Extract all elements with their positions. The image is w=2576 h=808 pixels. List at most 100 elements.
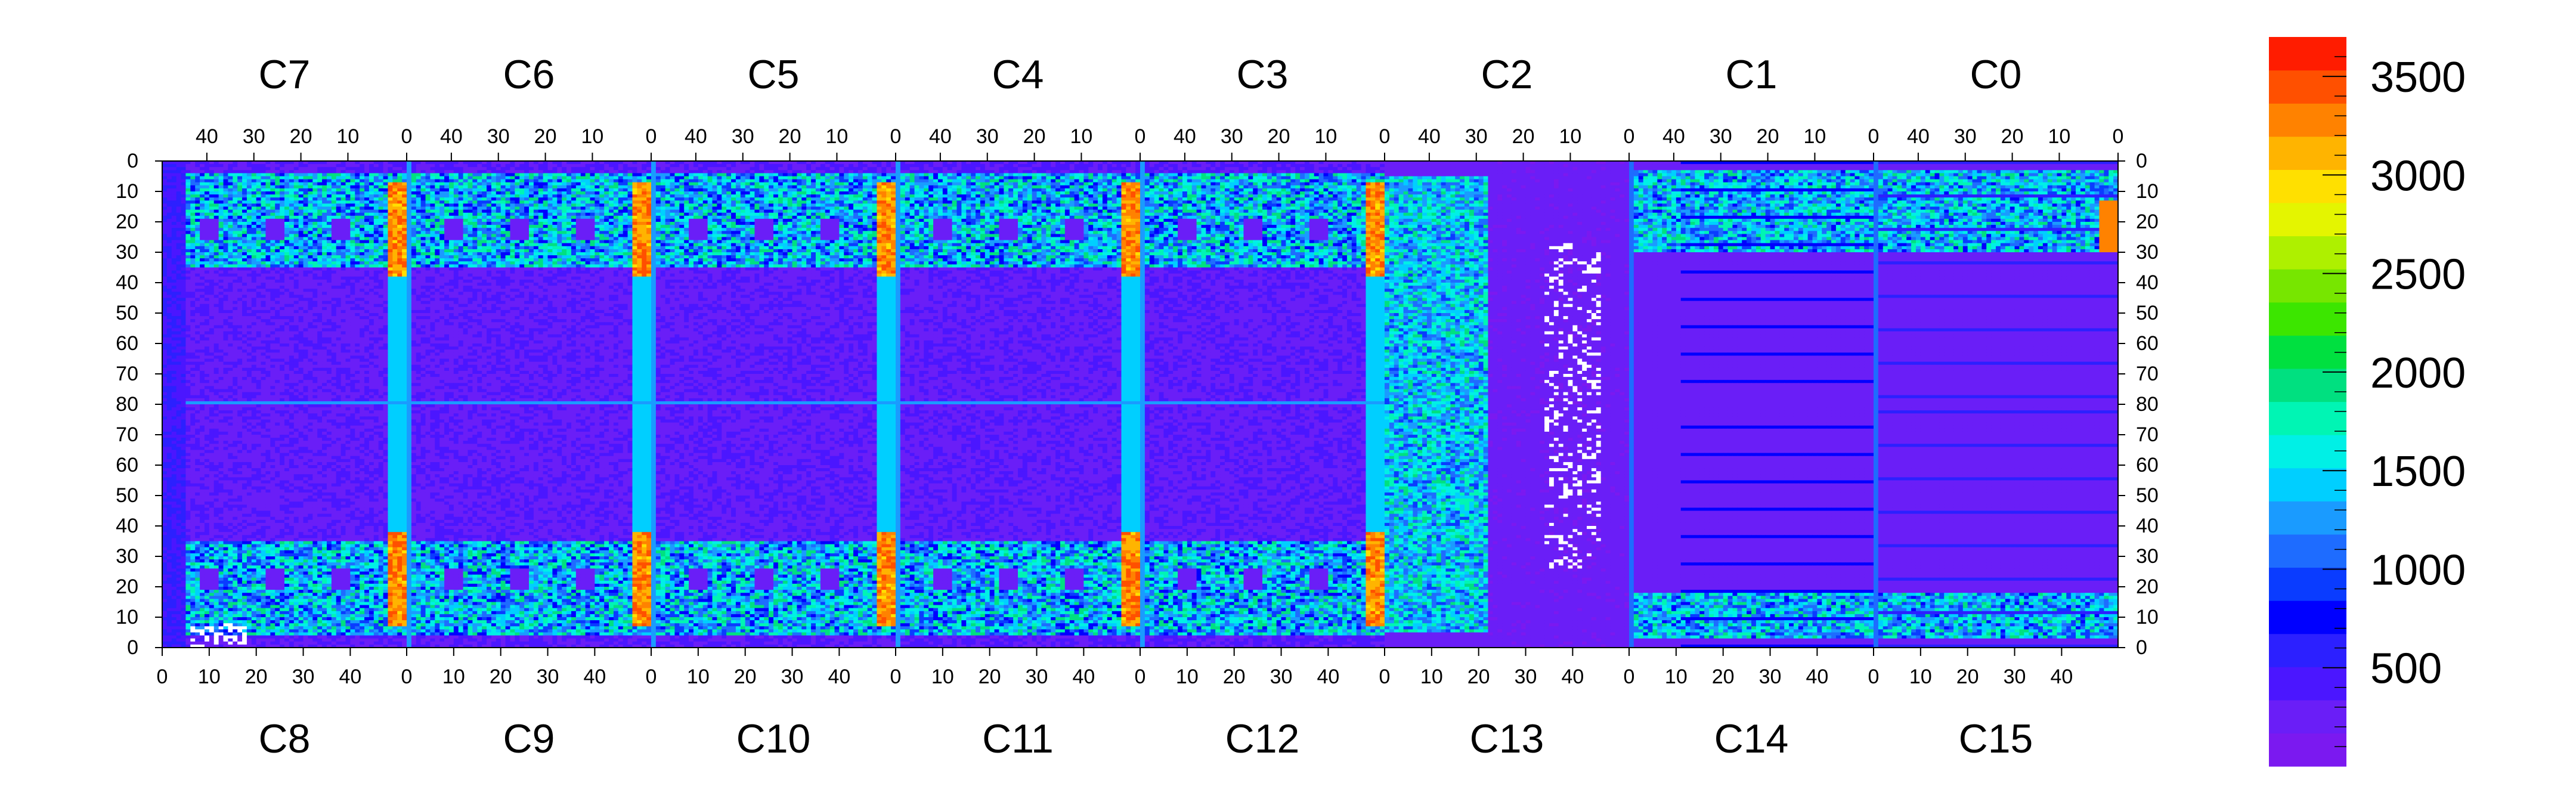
heatmap-cell	[1154, 167, 1159, 171]
heatmap-cell	[1197, 173, 1202, 177]
heatmap-cell	[905, 167, 910, 171]
heatmap-cell	[858, 173, 863, 177]
heatmap-cell	[195, 170, 200, 174]
heatmap-cell	[1587, 170, 1592, 174]
heatmap-cell	[1333, 173, 1337, 177]
heatmap-cell	[1671, 167, 1676, 171]
heatmap-cell	[1587, 173, 1592, 177]
heatmap-cell	[1859, 170, 1864, 174]
heatmap-cell	[430, 177, 435, 180]
heatmap-cell	[449, 177, 454, 180]
heatmap-cell	[1333, 170, 1337, 174]
heatmap-cell	[407, 167, 411, 171]
heatmap-cell	[1210, 164, 1215, 168]
heatmap-cell	[1215, 177, 1220, 180]
heatmap-cell	[2038, 164, 2043, 168]
heatmap-cell	[1023, 173, 1027, 177]
heatmap-cell	[1446, 164, 1451, 168]
heatmap-cell	[341, 164, 346, 168]
heatmap-cell	[1572, 173, 1577, 177]
heatmap-cell	[1469, 164, 1474, 168]
heatmap-cell	[750, 173, 755, 177]
heatmap-cell	[1168, 177, 1173, 180]
heatmap-cell	[2071, 167, 2076, 171]
heatmap-cell	[1766, 164, 1770, 168]
heatmap-cell	[1357, 173, 1361, 177]
heatmap-cell	[646, 173, 651, 177]
heatmap-cell	[1484, 167, 1488, 171]
heatmap-cell	[713, 170, 717, 174]
heatmap-cell	[1831, 170, 1836, 174]
heatmap-cell	[1916, 170, 1921, 174]
heatmap-cell	[1168, 164, 1173, 168]
heatmap-cell	[200, 167, 205, 171]
heatmap-cell	[1526, 173, 1531, 177]
heatmap-cell	[872, 177, 877, 180]
heatmap-cell	[317, 173, 322, 177]
heatmap-cell	[1192, 173, 1197, 177]
heatmap-cell	[237, 173, 242, 177]
heatmap-cell	[1230, 173, 1234, 177]
heatmap-cell	[1163, 173, 1168, 177]
heatmap-cell	[1126, 167, 1131, 171]
heatmap-cell	[1737, 173, 1742, 177]
heatmap-cell	[1154, 170, 1159, 174]
heatmap-cell	[411, 167, 416, 171]
heatmap-cell	[336, 170, 341, 174]
heatmap-cell	[1897, 170, 1902, 174]
heatmap-cell	[1977, 173, 1981, 177]
heatmap-cell	[586, 170, 590, 174]
heatmap-cell	[646, 177, 651, 180]
heatmap-cell	[1163, 177, 1168, 180]
heatmap-cell	[1286, 167, 1290, 171]
heatmap-cell	[515, 173, 519, 177]
heatmap-cell	[1150, 177, 1154, 180]
heatmap-cell	[1577, 173, 1582, 177]
heatmap-cell	[1554, 170, 1559, 174]
heatmap-cell	[430, 170, 435, 174]
heatmap-cell	[637, 164, 642, 168]
heatmap-cell	[1751, 173, 1756, 177]
heatmap-cell	[181, 170, 186, 174]
heatmap-cell	[1154, 164, 1159, 168]
heatmap-cell	[1060, 170, 1065, 174]
heatmap-cell	[1051, 170, 1055, 174]
heatmap-cell	[280, 167, 284, 171]
heatmap-cell	[214, 170, 219, 174]
heatmap-cell	[1150, 170, 1154, 174]
heatmap-cell	[1366, 173, 1370, 177]
heatmap-cell	[1385, 164, 1389, 168]
heatmap-cell	[1794, 167, 1798, 171]
heatmap-cell	[1878, 167, 1883, 171]
heatmap-cell	[284, 177, 289, 180]
heatmap-cell	[576, 164, 581, 168]
heatmap-cell	[392, 164, 397, 168]
heatmap-cell	[167, 167, 172, 171]
heatmap-cell	[1079, 173, 1084, 177]
heatmap-cell	[1921, 167, 1925, 171]
heatmap-cell	[459, 177, 463, 180]
heatmap-cell	[604, 170, 609, 174]
heatmap-cell	[280, 164, 284, 168]
heatmap-cell	[1070, 177, 1075, 180]
heatmap-cell	[383, 164, 388, 168]
heatmap-cell	[1135, 170, 1140, 174]
heatmap-cell	[637, 173, 642, 177]
heatmap-cell	[609, 167, 614, 171]
heatmap-cell	[788, 177, 792, 180]
heatmap-cell	[252, 164, 256, 168]
heatmap-cell	[1112, 177, 1117, 180]
heatmap-cell	[224, 167, 228, 171]
heatmap-cell	[379, 167, 383, 171]
heatmap-cell	[698, 164, 703, 168]
heatmap-cell	[1248, 170, 1253, 174]
heatmap-cell	[1587, 167, 1592, 171]
heatmap-cell	[1676, 167, 1681, 171]
heatmap-cell	[928, 170, 933, 174]
heatmap-cell	[1850, 173, 1855, 177]
heatmap-cell	[1342, 164, 1347, 168]
heatmap-cell	[1639, 164, 1643, 168]
heatmap-cell	[1563, 164, 1568, 168]
heatmap-cell	[999, 167, 1004, 171]
heatmap-cell	[1168, 173, 1173, 177]
